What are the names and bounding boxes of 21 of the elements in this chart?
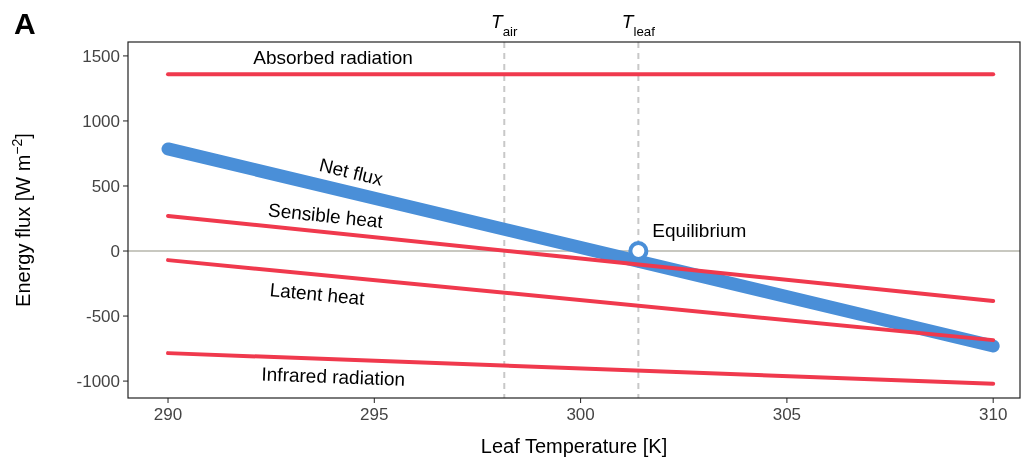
annotation: Equilibrium xyxy=(652,220,747,242)
x-tick-label: 290 xyxy=(153,405,183,424)
ref-line-label: T$_{leaf}$ xyxy=(621,11,656,39)
y-tick-label: 1500 xyxy=(82,46,120,66)
x-tick-label: 300 xyxy=(566,405,595,424)
x-tick-label: 310 xyxy=(978,405,1008,424)
series-label: Absorbed radiation xyxy=(253,47,413,69)
x-tick-label: 305 xyxy=(772,405,802,424)
text: Latent heat xyxy=(268,279,367,310)
text: Sensible heat xyxy=(267,199,385,233)
y-tick-label: -500 xyxy=(85,307,120,327)
y-tick-label: 500 xyxy=(91,176,120,196)
text: Net flux xyxy=(317,154,386,190)
x-tick-label: 295 xyxy=(360,405,389,424)
y-tick-label: -1000 xyxy=(76,372,120,392)
x-axis-title: Leaf Temperature [K] xyxy=(480,435,668,457)
y-tick-label: 1000 xyxy=(82,111,120,131)
text: A xyxy=(14,7,36,40)
y-tick-label: 0 xyxy=(110,242,120,262)
series-label: Infrared radiation xyxy=(261,363,406,390)
ref-line-label: T$_{air}$ xyxy=(491,11,519,39)
